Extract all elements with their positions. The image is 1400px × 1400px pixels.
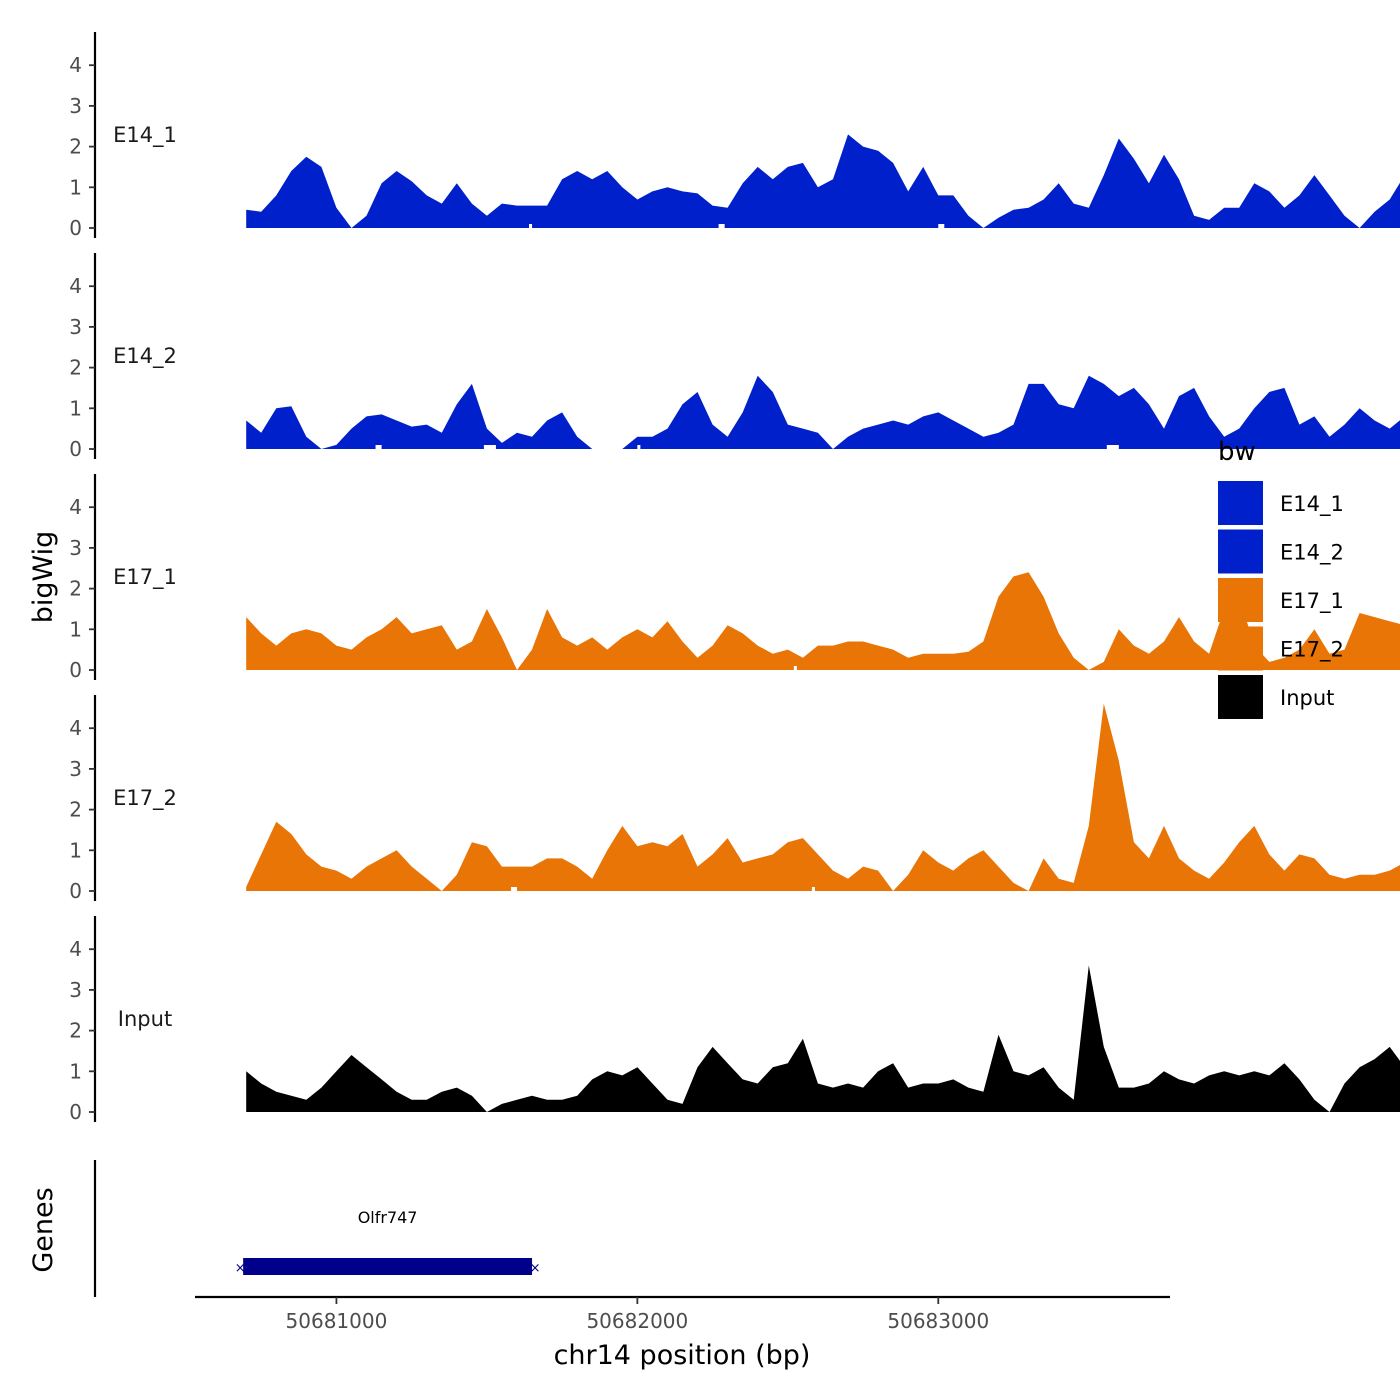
area-E17_1 [246,572,1400,670]
genes-track-title: Genes [28,1187,59,1272]
y-tick-label-E17_1-4: 4 [69,495,82,519]
y-tick-label-E17_1-3: 3 [69,536,82,560]
track-label-Input: Input [118,1007,172,1031]
gap-E14_2-2 [637,445,641,451]
y-tick-label-Input-3: 3 [69,978,82,1002]
y-tick-label-E17_2-3: 3 [69,757,82,781]
track-label-E14_1: E14_1 [113,123,177,148]
gap-E14_1-2 [938,224,945,230]
y-tick-label-E14_1-1: 1 [69,175,82,199]
y-tick-label-E17_2-2: 2 [69,798,82,822]
legend-label-E17_2: E17_2 [1280,638,1344,663]
y-tick-label-E14_2-0: 0 [69,437,82,461]
gap-E17_1-0 [793,666,797,672]
track-E17_1: 0 1 2 3 4 E17_1 [69,474,1400,682]
y-tick-label-E14_1-4: 4 [69,53,82,77]
gene-body-Olfr747 [243,1258,533,1275]
y-tick-label-E17_2-1: 1 [69,838,82,862]
gap-E14_1-1 [718,224,725,230]
signal-tracks: 0 1 2 3 4 E14_1 0 1 2 3 4 E14_2 0 1 2 3 4 E17_1 0 1 2 3 4 E17_2… [69,32,1400,1124]
y-tick-label-E17_1-0: 0 [69,658,82,682]
track-E14_2: 0 1 2 3 4 E14_2 [69,253,1400,461]
legend-label-E14_2: E14_2 [1280,541,1344,566]
gap-E17_2-0 [510,887,517,893]
legend-label-E17_1: E17_1 [1280,589,1344,614]
x-tick-label-50681000: 50681000 [286,1309,388,1333]
track-E17_2: 0 1 2 3 4 E17_2 [69,695,1400,903]
y-tick-label-E17_1-2: 2 [69,577,82,601]
y-tick-label-E14_2-1: 1 [69,396,82,420]
y-tick-label-Input-2: 2 [69,1019,82,1043]
area-Input [246,965,1400,1112]
y-tick-label-E14_1-0: 0 [69,216,82,240]
track-label-E17_1: E17_1 [113,565,177,590]
gap-E14_2-0 [375,445,382,451]
x-tick-label-50683000: 50683000 [887,1309,989,1333]
gap-E17_2-1 [811,887,815,893]
y-tick-label-E17_2-0: 0 [69,879,82,903]
gap-E14_2-1 [483,445,496,451]
y-tick-label-E14_1-3: 3 [69,94,82,118]
y-tick-label-E14_2-4: 4 [69,274,82,298]
y-tick-label-Input-1: 1 [69,1059,82,1083]
legend-swatch-Input [1218,675,1263,719]
legend-label-E14_1: E14_1 [1280,492,1344,517]
area-E14_1 [246,134,1400,228]
x-tick-label-50682000: 50682000 [586,1309,688,1333]
track-E14_1: 0 1 2 3 4 E14_1 [69,32,1400,240]
gene-label-Olfr747: Olfr747 [358,1208,418,1227]
legend-swatch-E14_1 [1218,481,1263,525]
track-label-E17_2: E17_2 [113,786,177,811]
y-tick-label-E17_1-1: 1 [69,617,82,641]
gene-end-marker-Olfr747: × [530,1261,541,1276]
gap-E14_1-0 [529,224,533,230]
area-E14_2 [246,375,1400,449]
legend-swatch-E14_2 [1218,529,1263,574]
y-tick-label-E14_2-3: 3 [69,315,82,339]
legend-swatch-E17_1 [1218,578,1263,622]
gap-E14_2-3 [1106,445,1119,451]
track-label-E14_2: E14_2 [113,344,177,369]
legend-label-Input: Input [1280,686,1334,710]
gene-start-marker-Olfr747: × [235,1261,246,1276]
y-axis-title: bigWig [28,531,59,624]
y-tick-label-E17_2-4: 4 [69,716,82,740]
y-tick-label-E14_1-2: 2 [69,135,82,159]
legend-swatch-E17_2 [1218,626,1263,671]
genes-track: Olfr747 × × [93,1160,541,1297]
track-Input: 0 1 2 3 4 Input [69,916,1400,1124]
y-tick-label-E14_2-2: 2 [69,356,82,380]
x-axis-title: chr14 position (bp) [554,1340,811,1371]
y-tick-label-Input-4: 4 [69,937,82,961]
area-E17_2 [246,703,1400,891]
x-axis: 50681000 50682000 50683000 [195,1295,1170,1333]
y-tick-label-Input-0: 0 [69,1100,82,1124]
legend: bw E14_1 E14_2 E17_1 E17_2 Input [1218,437,1344,719]
legend-title: bw [1218,437,1256,467]
